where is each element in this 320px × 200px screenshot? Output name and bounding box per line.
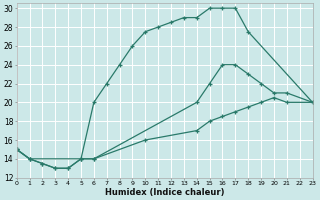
X-axis label: Humidex (Indice chaleur): Humidex (Indice chaleur) (105, 188, 224, 197)
